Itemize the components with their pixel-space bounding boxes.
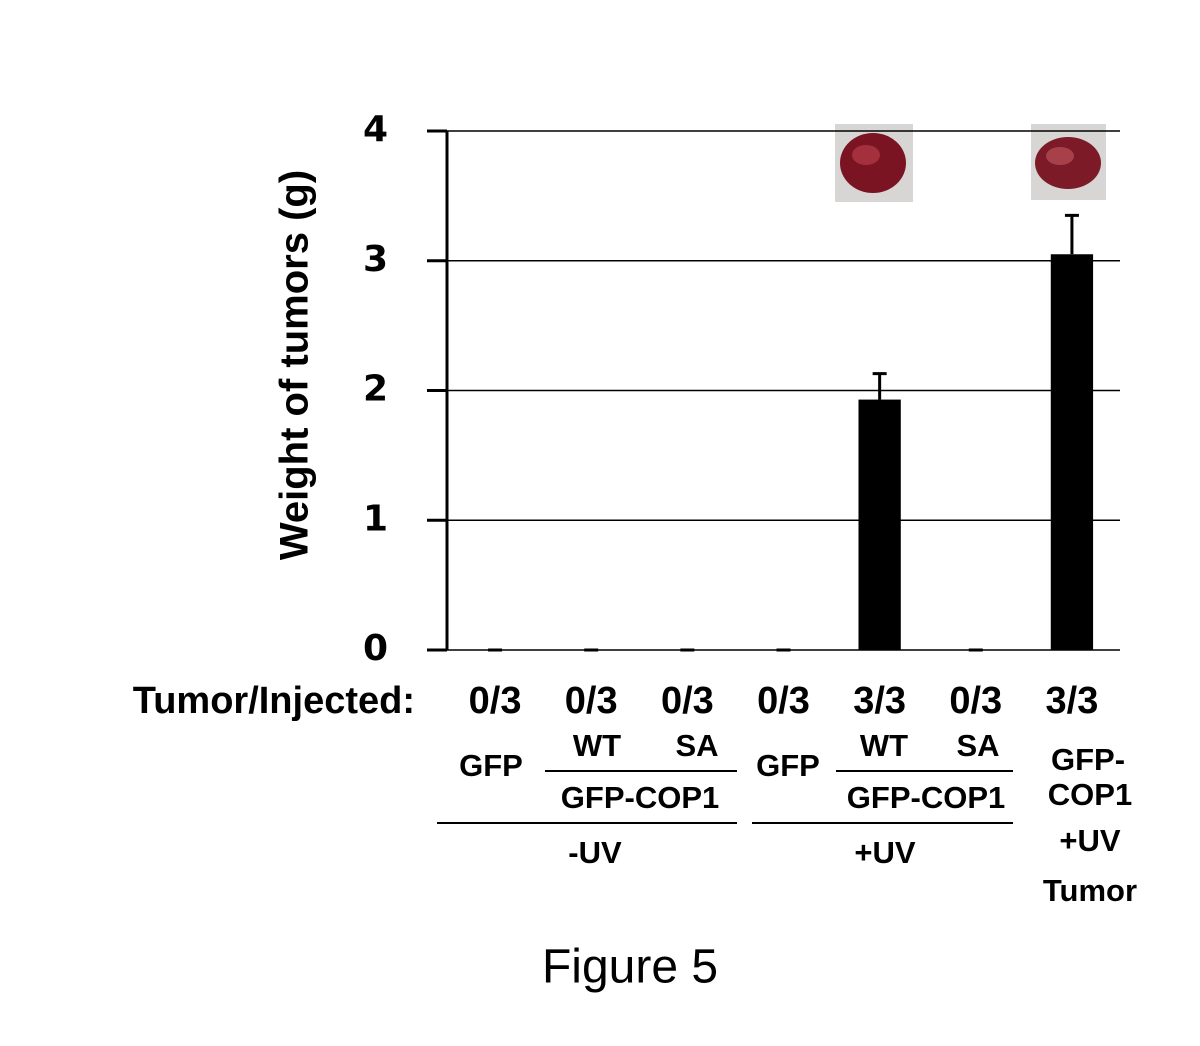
y-tick-label: 4 (363, 109, 388, 150)
group-label: -UV (568, 835, 622, 870)
group-label: Tumor (1043, 873, 1137, 908)
x-tick-label: 3/3 (853, 680, 906, 722)
y-tick-label: 1 (363, 498, 388, 539)
group-label: +UV (854, 835, 915, 870)
y-tick-label: 0 (363, 628, 388, 669)
x-tick-label: 0/3 (757, 680, 810, 722)
caption: Figure 5 (542, 941, 718, 994)
group-label: SA (675, 728, 718, 763)
bar (1050, 254, 1094, 650)
group-label: GFP-COP1 (847, 780, 1005, 815)
error-bar (1064, 213, 1079, 255)
x-tick-label: 0/3 (661, 680, 714, 722)
x-tick-label: 0/3 (565, 680, 618, 722)
tumor-photo (835, 124, 913, 202)
x-axis-title: Tumor/Injected: (133, 680, 415, 722)
group-label: GFP (459, 748, 523, 783)
group-label: +UV (1059, 823, 1120, 858)
group-label: GFP-COP1 (561, 780, 719, 815)
group-label: WT (573, 728, 621, 763)
group-lines (437, 770, 1013, 824)
group-label: GFP- (1051, 742, 1125, 777)
x-tick-label: 0/3 (469, 680, 522, 722)
error-bar (872, 372, 887, 400)
y-tick-label: 3 (363, 239, 388, 280)
group-label: GFP (756, 748, 820, 783)
group-label: COP1 (1048, 777, 1132, 812)
y-axis-title: Weight of tumors (g) (273, 170, 317, 560)
x-tick-label: 0/3 (949, 680, 1002, 722)
bar (858, 399, 901, 650)
group-label: WT (860, 728, 908, 763)
y-tick-label: 2 (363, 369, 388, 410)
tumor-photo (1031, 124, 1106, 200)
x-tick-label: 3/3 (1046, 680, 1099, 722)
group-label: SA (956, 728, 999, 763)
